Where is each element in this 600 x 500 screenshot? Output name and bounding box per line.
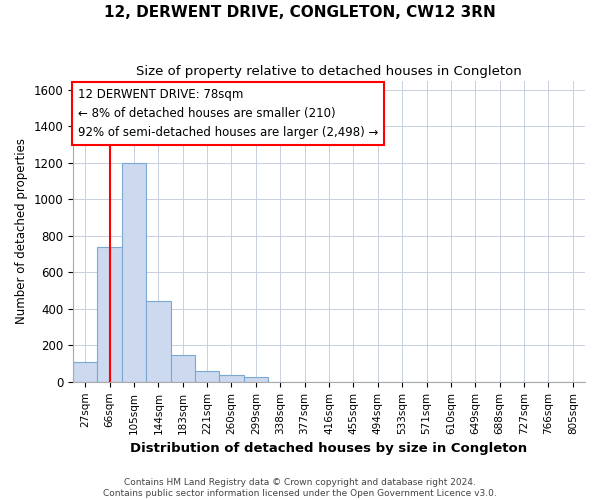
Bar bbox=[97, 246, 122, 382]
Bar bbox=[220, 375, 244, 382]
Bar bbox=[73, 362, 97, 382]
Bar bbox=[170, 356, 195, 382]
Bar bbox=[244, 376, 268, 382]
Bar bbox=[195, 371, 220, 382]
Title: Size of property relative to detached houses in Congleton: Size of property relative to detached ho… bbox=[136, 65, 522, 78]
Text: 12 DERWENT DRIVE: 78sqm
← 8% of detached houses are smaller (210)
92% of semi-de: 12 DERWENT DRIVE: 78sqm ← 8% of detached… bbox=[78, 88, 379, 139]
Bar bbox=[122, 162, 146, 382]
Text: Contains HM Land Registry data © Crown copyright and database right 2024.
Contai: Contains HM Land Registry data © Crown c… bbox=[103, 478, 497, 498]
Text: 12, DERWENT DRIVE, CONGLETON, CW12 3RN: 12, DERWENT DRIVE, CONGLETON, CW12 3RN bbox=[104, 5, 496, 20]
Y-axis label: Number of detached properties: Number of detached properties bbox=[15, 138, 28, 324]
Bar bbox=[146, 302, 170, 382]
X-axis label: Distribution of detached houses by size in Congleton: Distribution of detached houses by size … bbox=[130, 442, 527, 455]
